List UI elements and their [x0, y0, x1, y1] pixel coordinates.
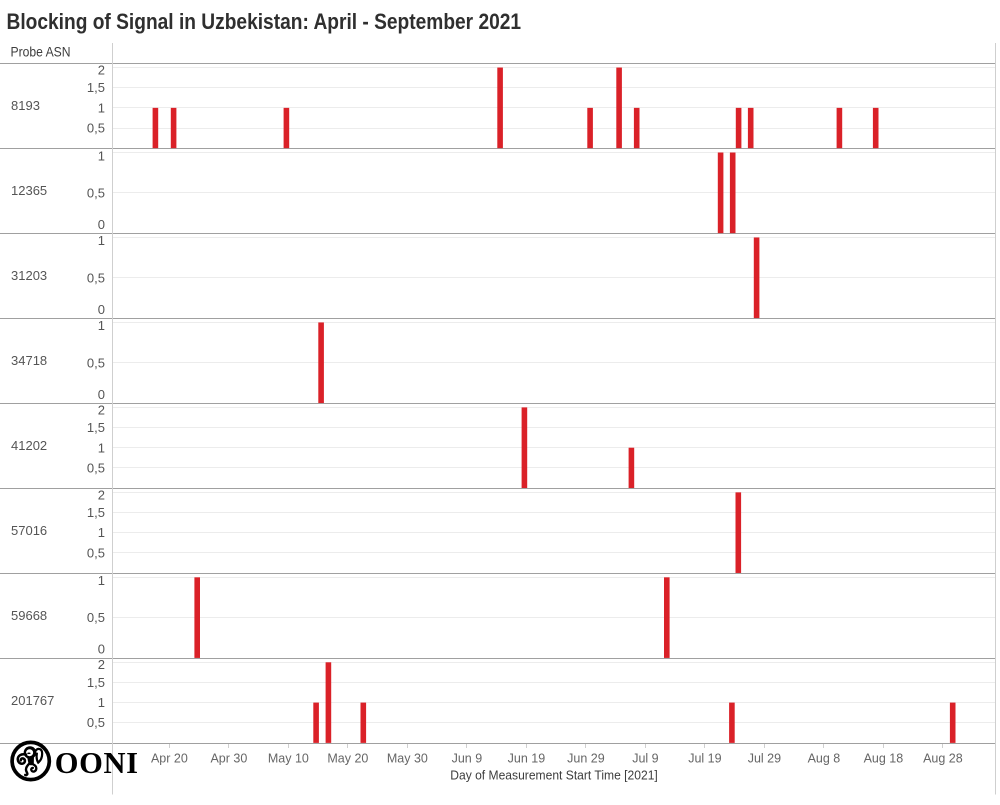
svg-text:2: 2 [98, 63, 105, 78]
svg-text:31203: 31203 [11, 268, 47, 283]
svg-text:Day of Measurement Start Time: Day of Measurement Start Time [2021] [450, 768, 658, 782]
svg-text:May 10: May 10 [268, 752, 309, 766]
svg-text:41202: 41202 [11, 438, 47, 453]
svg-text:1: 1 [98, 148, 105, 163]
svg-text:May 20: May 20 [327, 752, 368, 766]
svg-text:Jun 29: Jun 29 [567, 752, 605, 766]
svg-text:Aug 8: Aug 8 [808, 752, 841, 766]
svg-text:Jun 9: Jun 9 [452, 752, 483, 766]
svg-text:0,5: 0,5 [87, 715, 105, 730]
svg-text:57016: 57016 [11, 523, 47, 538]
svg-text:1: 1 [98, 100, 105, 115]
svg-text:1: 1 [98, 525, 105, 540]
svg-text:0,5: 0,5 [87, 610, 105, 625]
svg-text:Blocking of Signal in Uzbekist: Blocking of Signal in Uzbekistan: April … [7, 10, 522, 35]
svg-text:1: 1 [98, 440, 105, 455]
svg-text:1: 1 [98, 233, 105, 248]
svg-text:0,5: 0,5 [87, 121, 105, 136]
svg-text:0,5: 0,5 [87, 270, 105, 285]
svg-text:0: 0 [98, 217, 105, 232]
svg-text:2: 2 [98, 402, 105, 417]
svg-text:0,5: 0,5 [87, 355, 105, 370]
svg-text:Aug 28: Aug 28 [923, 752, 963, 766]
svg-text:201767: 201767 [11, 693, 54, 708]
svg-text:1,5: 1,5 [87, 505, 105, 520]
svg-text:1,5: 1,5 [87, 80, 105, 95]
svg-text:May 30: May 30 [387, 752, 428, 766]
svg-text:12365: 12365 [11, 183, 47, 198]
svg-text:2: 2 [98, 487, 105, 502]
svg-text:8193: 8193 [11, 98, 40, 113]
svg-text:Jul 29: Jul 29 [748, 752, 781, 766]
svg-text:Jun 19: Jun 19 [508, 752, 546, 766]
svg-text:0,5: 0,5 [87, 460, 105, 475]
svg-text:0: 0 [98, 302, 105, 317]
svg-text:Aug 18: Aug 18 [864, 752, 904, 766]
svg-text:Probe ASN: Probe ASN [11, 44, 71, 60]
svg-text:0,5: 0,5 [87, 545, 105, 560]
svg-text:1,5: 1,5 [87, 675, 105, 690]
svg-text:1: 1 [98, 573, 105, 588]
svg-text:2: 2 [98, 657, 105, 672]
svg-text:0,5: 0,5 [87, 185, 105, 200]
svg-text:Jul 19: Jul 19 [688, 752, 721, 766]
svg-text:1,5: 1,5 [87, 420, 105, 435]
svg-text:1: 1 [98, 318, 105, 333]
svg-text:59668: 59668 [11, 608, 47, 623]
svg-text:Jul 9: Jul 9 [632, 752, 658, 766]
svg-text:OONI: OONI [55, 746, 139, 780]
svg-text:Apr 20: Apr 20 [151, 752, 188, 766]
svg-text:1: 1 [98, 695, 105, 710]
svg-text:Apr 30: Apr 30 [210, 752, 247, 766]
svg-text:34718: 34718 [11, 353, 47, 368]
svg-text:0: 0 [98, 387, 105, 402]
svg-text:0: 0 [98, 642, 105, 657]
